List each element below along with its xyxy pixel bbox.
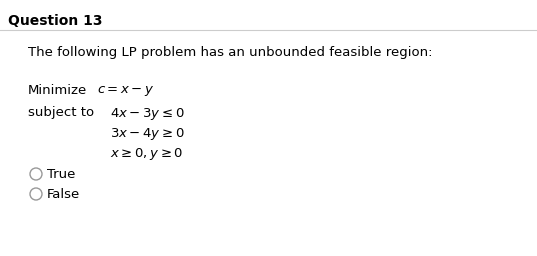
- Text: True: True: [47, 167, 75, 180]
- Text: The following LP problem has an unbounded feasible region:: The following LP problem has an unbounde…: [28, 46, 432, 59]
- Text: $4x - 3y \leq 0$: $4x - 3y \leq 0$: [110, 106, 185, 122]
- Text: Question 13: Question 13: [8, 14, 103, 28]
- Text: Minimize: Minimize: [28, 84, 87, 97]
- Text: $x \geq 0, y \geq 0$: $x \geq 0, y \geq 0$: [110, 146, 183, 162]
- Text: False: False: [47, 187, 80, 200]
- Text: $3x - 4y \geq 0$: $3x - 4y \geq 0$: [110, 126, 185, 142]
- Text: $c = x - y$: $c = x - y$: [97, 84, 155, 98]
- Text: subject to: subject to: [28, 106, 94, 119]
